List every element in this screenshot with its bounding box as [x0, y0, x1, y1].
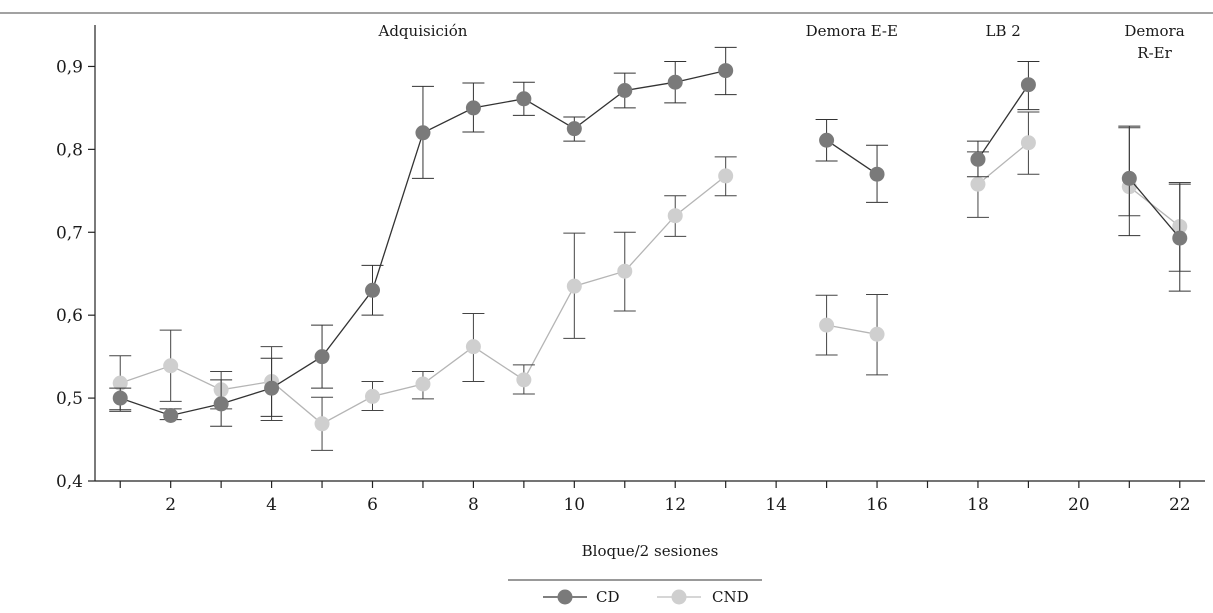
data-point-cd	[667, 74, 683, 90]
x-tick-label: 2	[165, 495, 176, 515]
data-point-cd	[566, 121, 582, 137]
data-point-cd	[213, 396, 229, 412]
data-point-cd	[163, 408, 179, 424]
x-tick-label: 8	[468, 495, 479, 515]
legend-label-cd: CD	[596, 588, 620, 606]
y-tick-label: 0,7	[56, 223, 83, 243]
data-point-cd	[365, 282, 380, 298]
data-point-cd	[718, 63, 734, 79]
x-tick-label: 14	[765, 495, 787, 515]
data-point-cnd	[970, 176, 986, 192]
series-layer	[109, 46, 1191, 451]
y-tick-label: 0,6	[56, 306, 83, 326]
data-point-cnd	[869, 326, 885, 342]
y-tick-label: 0,5	[56, 389, 83, 409]
data-point-cd	[415, 125, 431, 141]
x-tick-label: 20	[1068, 495, 1090, 515]
data-point-cnd	[819, 317, 835, 333]
data-point-cd	[869, 166, 885, 182]
y-tick-label: 0,9	[56, 57, 83, 77]
legend-marker-cd	[557, 589, 573, 605]
y-axis-ticks: 0,4 0,5 0,6 0,7 0,8 0,9	[56, 57, 95, 492]
section-label: Demora E-E	[806, 22, 898, 40]
x-tick-label: 22	[1169, 495, 1191, 515]
data-point-cd	[1172, 230, 1188, 246]
data-point-cd	[314, 349, 330, 365]
data-point-cnd	[667, 208, 683, 224]
data-point-cd	[112, 390, 128, 406]
legend: CD CND	[508, 579, 762, 606]
x-tick-label: 18	[967, 495, 989, 515]
y-tick-label: 0,4	[56, 472, 83, 492]
data-point-cd	[617, 82, 633, 98]
section-label: Demora	[1124, 22, 1184, 40]
series-cnd	[109, 111, 1191, 451]
x-tick-label: 10	[563, 495, 585, 515]
section-label: R-Er	[1137, 44, 1172, 62]
data-point-cnd	[718, 168, 734, 184]
series-line-cd	[826, 139, 878, 175]
section-label: LB 2	[986, 22, 1021, 40]
data-point-cnd	[617, 263, 633, 279]
data-point-cnd	[163, 358, 179, 374]
x-tick-label: 6	[367, 495, 378, 515]
series-line-cd	[1128, 177, 1181, 239]
section-label: Adquisición	[378, 22, 468, 40]
x-axis-ticks: 2 4 6 8 10 12 14 16 18 20 22	[119, 481, 1191, 515]
legend-label-cnd: CND	[712, 588, 749, 606]
data-point-cnd	[112, 375, 128, 391]
x-tick-label: 4	[266, 495, 277, 515]
series-line-cnd	[826, 324, 878, 335]
data-point-cd	[465, 100, 481, 116]
data-point-cd	[970, 151, 986, 167]
data-point-cnd	[415, 376, 431, 392]
x-tick-label: 16	[866, 495, 888, 515]
data-point-cd	[1020, 77, 1036, 93]
data-point-cnd	[516, 372, 532, 388]
data-point-cd	[516, 91, 532, 107]
data-point-cd	[1121, 170, 1137, 186]
data-point-cnd	[1020, 135, 1036, 151]
data-point-cnd	[566, 278, 582, 294]
data-point-cnd	[314, 416, 330, 432]
x-tick-label: 12	[664, 495, 686, 515]
data-point-cnd	[465, 339, 481, 355]
data-point-cd	[264, 380, 280, 396]
x-axis-title: Bloque/2 sesiones	[582, 542, 719, 560]
series-line-cnd	[1128, 186, 1181, 228]
y-tick-label: 0,8	[56, 140, 83, 160]
series-line-cnd	[977, 142, 1029, 185]
legend-marker-cnd	[671, 589, 687, 605]
data-point-cnd	[365, 388, 380, 404]
series-cd	[109, 46, 1191, 427]
section-labels: Adquisición Demora E-E LB 2 Demora R-Er	[378, 22, 1185, 62]
data-point-cd	[819, 132, 835, 148]
series-line-cd	[977, 84, 1029, 160]
